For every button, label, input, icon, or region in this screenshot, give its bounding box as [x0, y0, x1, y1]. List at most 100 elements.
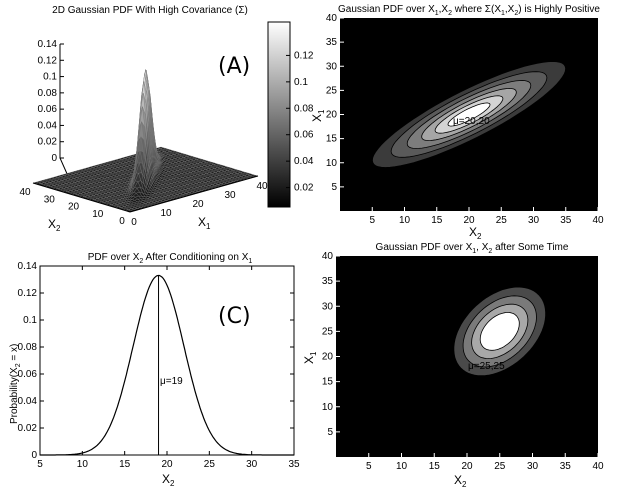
panel-a-z-tick-label: 0.02: [38, 137, 58, 148]
panel-b-x-tick-label: 30: [528, 215, 540, 226]
panel-c: PDF over X2 After Conditioning on X1 μ=1…: [9, 252, 300, 488]
panel-d-y-tick-label: 35: [322, 276, 334, 287]
colorbar-tick-label: 0.1: [294, 77, 308, 88]
panel-c-y-tick-label: 0.14: [18, 261, 38, 272]
panel-b-y-tick-label: 35: [326, 37, 338, 48]
panel-c-x-tick-label: 5: [37, 459, 43, 470]
panel-d: Gaussian PDF over X1, X2 after Some Time…: [302, 242, 604, 489]
panel-d-x-tick-label: 20: [461, 461, 473, 472]
panel-c-x-tick-label: 35: [288, 459, 300, 470]
panel-b-x-tick-label: 25: [496, 215, 508, 226]
colorbar-tick-label: 0.04: [294, 156, 314, 167]
panel-c-x-tick-label: 20: [161, 459, 173, 470]
panel-a-x1-tick-label: 10: [160, 208, 172, 219]
panel-b-label: (B): [542, 161, 574, 186]
panel-c-y-tick-label: 0: [31, 450, 37, 461]
panel-b-y-tick-label: 5: [331, 182, 337, 193]
panel-c-x-tick-label: 25: [204, 459, 216, 470]
panel-a-z-tick-label: 0.14: [38, 39, 58, 50]
panel-d-y-tick-label: 15: [322, 377, 334, 388]
panel-d-xlabel: X2: [454, 473, 467, 489]
panel-b-y-tick-label: 30: [326, 61, 338, 72]
panel-c-label: (C): [218, 304, 251, 329]
panel-a-x2-axis: [32, 182, 131, 213]
colorbar-tick-label: 0.08: [294, 103, 314, 114]
panel-d-x-tick-label: 15: [429, 461, 441, 472]
panel-d-y-tick-label: 20: [322, 352, 334, 363]
panel-d-y-tick-label: 25: [322, 326, 334, 337]
panel-a-z-tick-label: 0.1: [43, 72, 57, 83]
panel-a-surface: [32, 69, 259, 213]
panel-a-x1-tick-label: 30: [224, 190, 236, 201]
panel-b-contours: [371, 61, 567, 168]
panel-c-x-tick-label: 15: [119, 459, 131, 470]
panel-b-title: Gaussian PDF over X1,X2 where Σ(X1,X2) i…: [338, 4, 600, 17]
panel-b-y-tick-label: 40: [326, 13, 338, 24]
panel-c-x-tick-label: 10: [77, 459, 89, 470]
panel-c-mean-annotation: μ=19: [160, 376, 183, 387]
panel-a-label: (A): [218, 54, 250, 79]
panel-b-y-tick-label: 15: [326, 134, 338, 145]
panel-b: Gaussian PDF over X1,X2 where Σ(X1,X2) i…: [310, 4, 604, 241]
panel-b-contour-level-6: [447, 102, 491, 127]
panel-a-x2-tick-label: 20: [68, 202, 80, 213]
panel-d-x-tick-label: 5: [366, 461, 372, 472]
panel-d-y-tick-label: 30: [322, 301, 334, 312]
panel-a-back-wall-left: [59, 44, 69, 177]
panel-c-xlabel: X2: [162, 472, 175, 488]
panel-a-x1-tick-label: 0: [131, 217, 137, 228]
panel-b-y-tick-label: 20: [326, 110, 338, 121]
panel-d-contour-level-4: [479, 312, 520, 351]
panel-c-ticks: 5 10 15 20 25 30 35 0 0.02 0.04 0.06 0.08 0.1 0.12 0.1…: [18, 261, 300, 470]
panel-b-ticks: 5 10 15 20 25 30 35 40 5 10 15 20 25 30 35 40: [326, 13, 604, 226]
panel-b-x-tick-label: 15: [431, 215, 443, 226]
colorbar-tick-label: 0.06: [294, 130, 314, 141]
panel-a-x2-tick-label: 10: [92, 209, 104, 220]
panel-a-x2-tick-label: 30: [44, 194, 56, 205]
panel-c-y-tick-label: 0.02: [18, 423, 38, 434]
colorbar-tick-label: 0.12: [294, 50, 314, 61]
panel-a-title: 2D Gaussian PDF With High Covariance (Σ): [52, 5, 248, 16]
panel-c-y-tick-label: 0.12: [18, 288, 38, 299]
panel-d-x-tick-label: 35: [560, 461, 572, 472]
panel-a-z-tick-label: 0.12: [38, 55, 58, 66]
panel-a-x1-axis: [129, 175, 259, 213]
panel-a-z-tick-label: 0.04: [38, 120, 58, 131]
panel-c-y-tick-label: 0.08: [18, 342, 38, 353]
panel-d-y-tick-label: 40: [322, 251, 334, 262]
panel-d-y-tick-label: 5: [327, 427, 333, 438]
panel-a-x2-tick-label: 0: [119, 216, 125, 227]
panel-d-title: Gaussian PDF over X1, X2 after Some Time: [376, 242, 569, 255]
panel-a-ticks: 0 0.02 0.04 0.06 0.08 0.1 0.12 0.14 0 10 20 30 40 0 10…: [19, 39, 268, 228]
panel-a-z-tick-label: 0.06: [38, 104, 58, 115]
panel-c-y-tick-label: 0.04: [18, 396, 38, 407]
panel-d-contours: [453, 286, 546, 377]
panel-c-ylabel: Probability(X2 = x): [9, 344, 22, 424]
panel-b-x-tick-label: 40: [592, 215, 604, 226]
panel-a-z-tick-label: 0: [51, 153, 57, 164]
panel-a-x2-tick-label: 40: [19, 187, 31, 198]
panel-d-x-tick-label: 10: [396, 461, 408, 472]
panel-d-ticks: 5 10 15 20 25 30 35 40 5 10 15 20 25 30 35 40: [322, 251, 604, 472]
panel-b-y-tick-label: 25: [326, 85, 338, 96]
panel-c-y-tick-label: 0.1: [23, 315, 37, 326]
colorbar-tick-label: 0.02: [294, 183, 314, 194]
panel-c-x-tick-label: 30: [246, 459, 258, 470]
panel-b-mean-annotation: μ=20,20: [453, 116, 490, 127]
panel-d-mean-annotation: μ=25,25: [468, 361, 505, 372]
panel-a-z-tick-label: 0.08: [38, 88, 58, 99]
panel-d-x-tick-label: 30: [527, 461, 539, 472]
panel-a: 2D Gaussian PDF With High Covariance (Σ)…: [19, 5, 313, 233]
panel-b-x-tick-label: 5: [369, 215, 375, 226]
panel-b-xlabel: X2: [469, 225, 482, 241]
panel-d-x-tick-label: 40: [592, 461, 604, 472]
panel-a-xlabel: X1: [198, 215, 211, 231]
panel-c-plot-area: [39, 265, 295, 456]
panel-b-x-tick-label: 20: [463, 215, 475, 226]
panel-c-title: PDF over X2 After Conditioning on X1: [88, 252, 253, 265]
colorbar-ticks: 0.02 0.04 0.06 0.08 0.1 0.12: [286, 50, 314, 194]
panel-a-ylabel: X2: [48, 217, 61, 233]
panel-d-y-tick-label: 10: [322, 402, 334, 413]
panel-b-x-tick-label: 10: [399, 215, 411, 226]
